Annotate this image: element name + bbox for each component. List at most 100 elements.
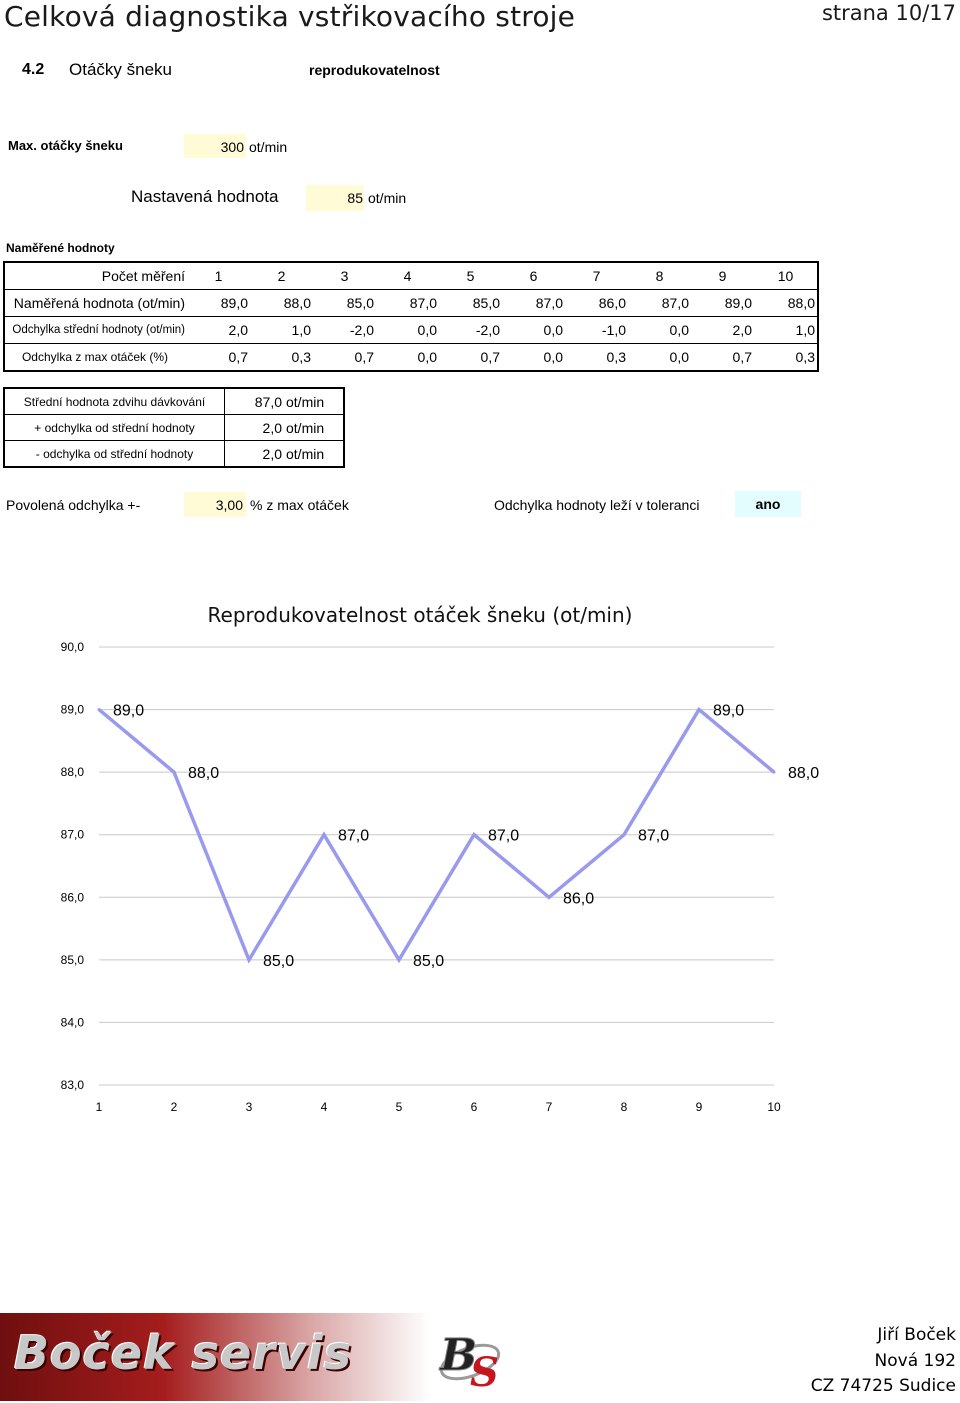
data-label: 89,0 — [113, 703, 144, 720]
x-tick-label: 5 — [396, 1100, 403, 1114]
tolerance-value: 3,00 — [215, 497, 243, 513]
table-cell: 87,0 — [628, 289, 691, 317]
section-name: Otáčky šneku — [69, 60, 172, 79]
table-cell: -1,0 — [565, 316, 628, 344]
data-point — [472, 833, 476, 837]
stats-row: + odchylka od střední hodnoty 2,0 ot/min — [4, 414, 344, 441]
data-point — [97, 708, 101, 712]
stats-value: 2,0 — [262, 419, 282, 436]
data-label: 88,0 — [188, 765, 219, 782]
y-tick-label: 90,0 — [61, 640, 85, 654]
data-point — [247, 958, 251, 962]
data-label: 87,0 — [488, 828, 519, 845]
row-label: Odchylka z max otáček (%) — [4, 343, 187, 371]
table-cell: 0,0 — [376, 343, 439, 371]
y-tick-label: 89,0 — [61, 703, 85, 717]
table-cell: 2 — [277, 268, 286, 284]
table-cell: 0,3 — [754, 343, 818, 371]
company-logo: Boček servis — [14, 1326, 353, 1380]
tolerance-input-cell[interactable] — [184, 492, 246, 517]
table-cell: 1,0 — [754, 316, 818, 344]
series-line — [97, 706, 776, 964]
table-cell: 87,0 — [502, 289, 565, 317]
table-cell: 87,0 — [376, 289, 439, 317]
data-point — [397, 958, 401, 962]
table-cell: 0,0 — [628, 316, 691, 344]
stats-value-cell: 2,0 ot/min — [224, 414, 344, 441]
stats-label: Střední hodnota zdvihu dávkování — [4, 388, 225, 415]
data-point — [697, 708, 701, 712]
data-label: 86,0 — [563, 890, 594, 907]
x-tick-label: 7 — [546, 1100, 553, 1114]
stats-value: 87,0 — [254, 393, 282, 410]
table-cell: 0,3 — [250, 343, 313, 371]
document-title: Celková diagnostika vstřikovacího stroje — [4, 0, 576, 33]
table-cell: 9 — [718, 268, 727, 284]
row-label: Počet měření — [101, 268, 185, 284]
y-tick-label: 85,0 — [61, 953, 85, 967]
table-cell: 0,7 — [691, 343, 754, 371]
x-tick-label: 8 — [621, 1100, 628, 1114]
set-value-label: Nastavená hodnota — [131, 187, 279, 206]
table-cell: 7 — [592, 268, 601, 284]
table-cell: 88,0 — [250, 289, 313, 317]
y-tick-label: 84,0 — [61, 1015, 85, 1029]
table-cell: 0,0 — [502, 343, 565, 371]
max-speed-unit: ot/min — [249, 139, 288, 155]
measured-heading: Naměřené hodnoty — [6, 241, 115, 255]
max-speed-input-cell[interactable] — [184, 134, 246, 158]
table-cell: 2,0 — [691, 316, 754, 344]
stats-table: Střední hodnota zdvihu dávkování 87,0 ot/m… — [3, 387, 345, 468]
data-point — [772, 770, 776, 774]
address-name: Jiří Boček — [877, 1325, 956, 1345]
x-tick-label: 6 — [471, 1100, 478, 1114]
table-cell: -2,0 — [439, 316, 502, 344]
data-label: 88,0 — [788, 765, 819, 782]
chart-title: Reprodukovatelnost otáček šneku (ot/min) — [208, 603, 633, 627]
table-cell: 1 — [214, 268, 223, 284]
svg-text:S: S — [470, 1349, 499, 1396]
x-tick-label: 9 — [696, 1100, 703, 1114]
table-cell: 10 — [777, 268, 794, 284]
footer-banner — [0, 1313, 430, 1401]
stats-row: - odchylka od střední hodnoty 2,0 ot/min — [4, 440, 344, 467]
table-cell: 1,0 — [250, 316, 313, 344]
x-tick-label: 2 — [171, 1100, 178, 1114]
table-cell: 6 — [529, 268, 538, 284]
stats-value: 2,0 — [262, 445, 282, 462]
table-cell: 89,0 — [691, 289, 754, 317]
data-label: 85,0 — [263, 953, 294, 970]
set-value-value: 85 — [347, 190, 363, 206]
x-tick-label: 10 — [767, 1100, 781, 1114]
table-cell: 0,7 — [439, 343, 502, 371]
stats-label: - odchylka od střední hodnoty — [4, 440, 225, 467]
row-label: Odchylka střední hodnoty (ot/min) — [4, 316, 187, 344]
table-cell: 85,0 — [313, 289, 376, 317]
set-value-input-cell[interactable] — [306, 185, 364, 211]
table-cell: 88,0 — [754, 289, 818, 317]
measurements-table: Počet měření 1 2 3 4 5 6 7 8 9 10 Naměřená hodnota … — [3, 261, 819, 372]
section-number: 4.2 — [22, 61, 45, 78]
table-cell: 0,3 — [565, 343, 628, 371]
table-cell: 85,0 — [439, 289, 502, 317]
data-point — [622, 833, 626, 837]
page-number: strana 10/17 — [821, 1, 956, 25]
x-tick-label: 4 — [321, 1100, 328, 1114]
data-label: 89,0 — [713, 703, 744, 720]
table-cell: 0,0 — [502, 316, 565, 344]
tolerance-unit: % z max otáček — [250, 497, 349, 513]
stats-unit: ot/min — [286, 445, 325, 462]
data-label: 87,0 — [338, 828, 369, 845]
table-row-row-measured: Naměřená hodnota (ot/min) 89,0 88,0 85,0 87,… — [4, 289, 818, 317]
data-label: 85,0 — [413, 953, 444, 970]
data-point — [172, 770, 176, 774]
section-subtitle: reprodukovatelnost — [309, 62, 440, 78]
row-label: Naměřená hodnota (ot/min) — [4, 289, 187, 317]
tolerance-question: Odchylka hodnoty leží v toleranci — [494, 497, 700, 513]
data-label: 87,0 — [638, 828, 669, 845]
stats-row: Střední hodnota zdvihu dávkování 87,0 ot/m… — [4, 388, 344, 415]
y-tick-label: 87,0 — [61, 828, 85, 842]
x-tick-label: 1 — [96, 1100, 103, 1114]
max-speed-value: 300 — [220, 139, 244, 155]
set-value-unit: ot/min — [368, 190, 407, 206]
